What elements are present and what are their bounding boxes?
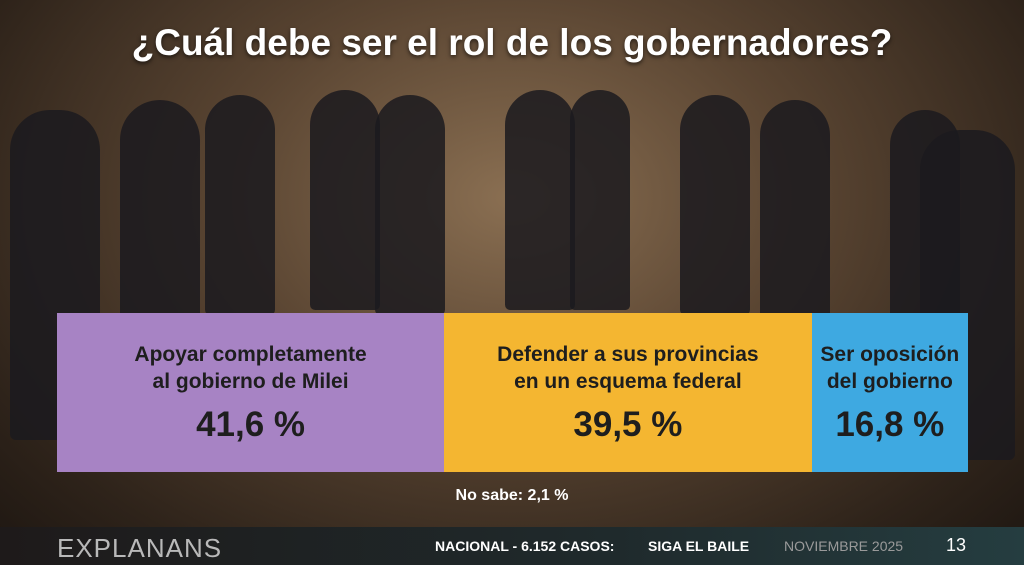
category-label: Defender a sus provincias en un esquema …: [497, 342, 759, 393]
category-label: Apoyar completamente al gobierno de Mile…: [134, 342, 367, 393]
brand: EXPLANANS: [57, 533, 223, 563]
photo-figure: [570, 90, 630, 310]
photo-figure: [120, 100, 200, 320]
photo-figure: [760, 100, 830, 320]
stacked-bar: Apoyar completamente al gobierno de Mile…: [57, 313, 968, 472]
photo-figure: [205, 95, 275, 315]
bar-segment: Apoyar completamente al gobierno de Mile…: [57, 313, 445, 472]
category-label: Ser oposición del gobierno: [820, 342, 960, 393]
bar-segment: Ser oposición del gobierno 16,8 %: [811, 313, 968, 472]
photo-figure: [505, 90, 575, 310]
scope: NACIONAL - 6.152 CASOS:: [435, 538, 615, 554]
photo-figure: [680, 95, 750, 315]
value-label: 16,8 %: [835, 404, 945, 444]
photo-figure: [310, 90, 380, 310]
date: NOVIEMBRE 2025: [784, 538, 904, 554]
page-number: 13: [946, 535, 967, 555]
value-label: 39,5 %: [573, 404, 683, 444]
annotation: No sabe: 2,1 %: [455, 487, 569, 504]
source: SIGA EL BAILE: [648, 538, 750, 554]
bar-segment: Defender a sus provincias en un esquema …: [444, 313, 812, 472]
footer: EXPLANANS NACIONAL - 6.152 CASOS: SIGA E…: [0, 527, 1024, 565]
photo-figure: [375, 95, 445, 315]
value-label: 41,6 %: [196, 404, 306, 444]
chart-title: ¿Cuál debe ser el rol de los gobernadore…: [131, 22, 893, 63]
